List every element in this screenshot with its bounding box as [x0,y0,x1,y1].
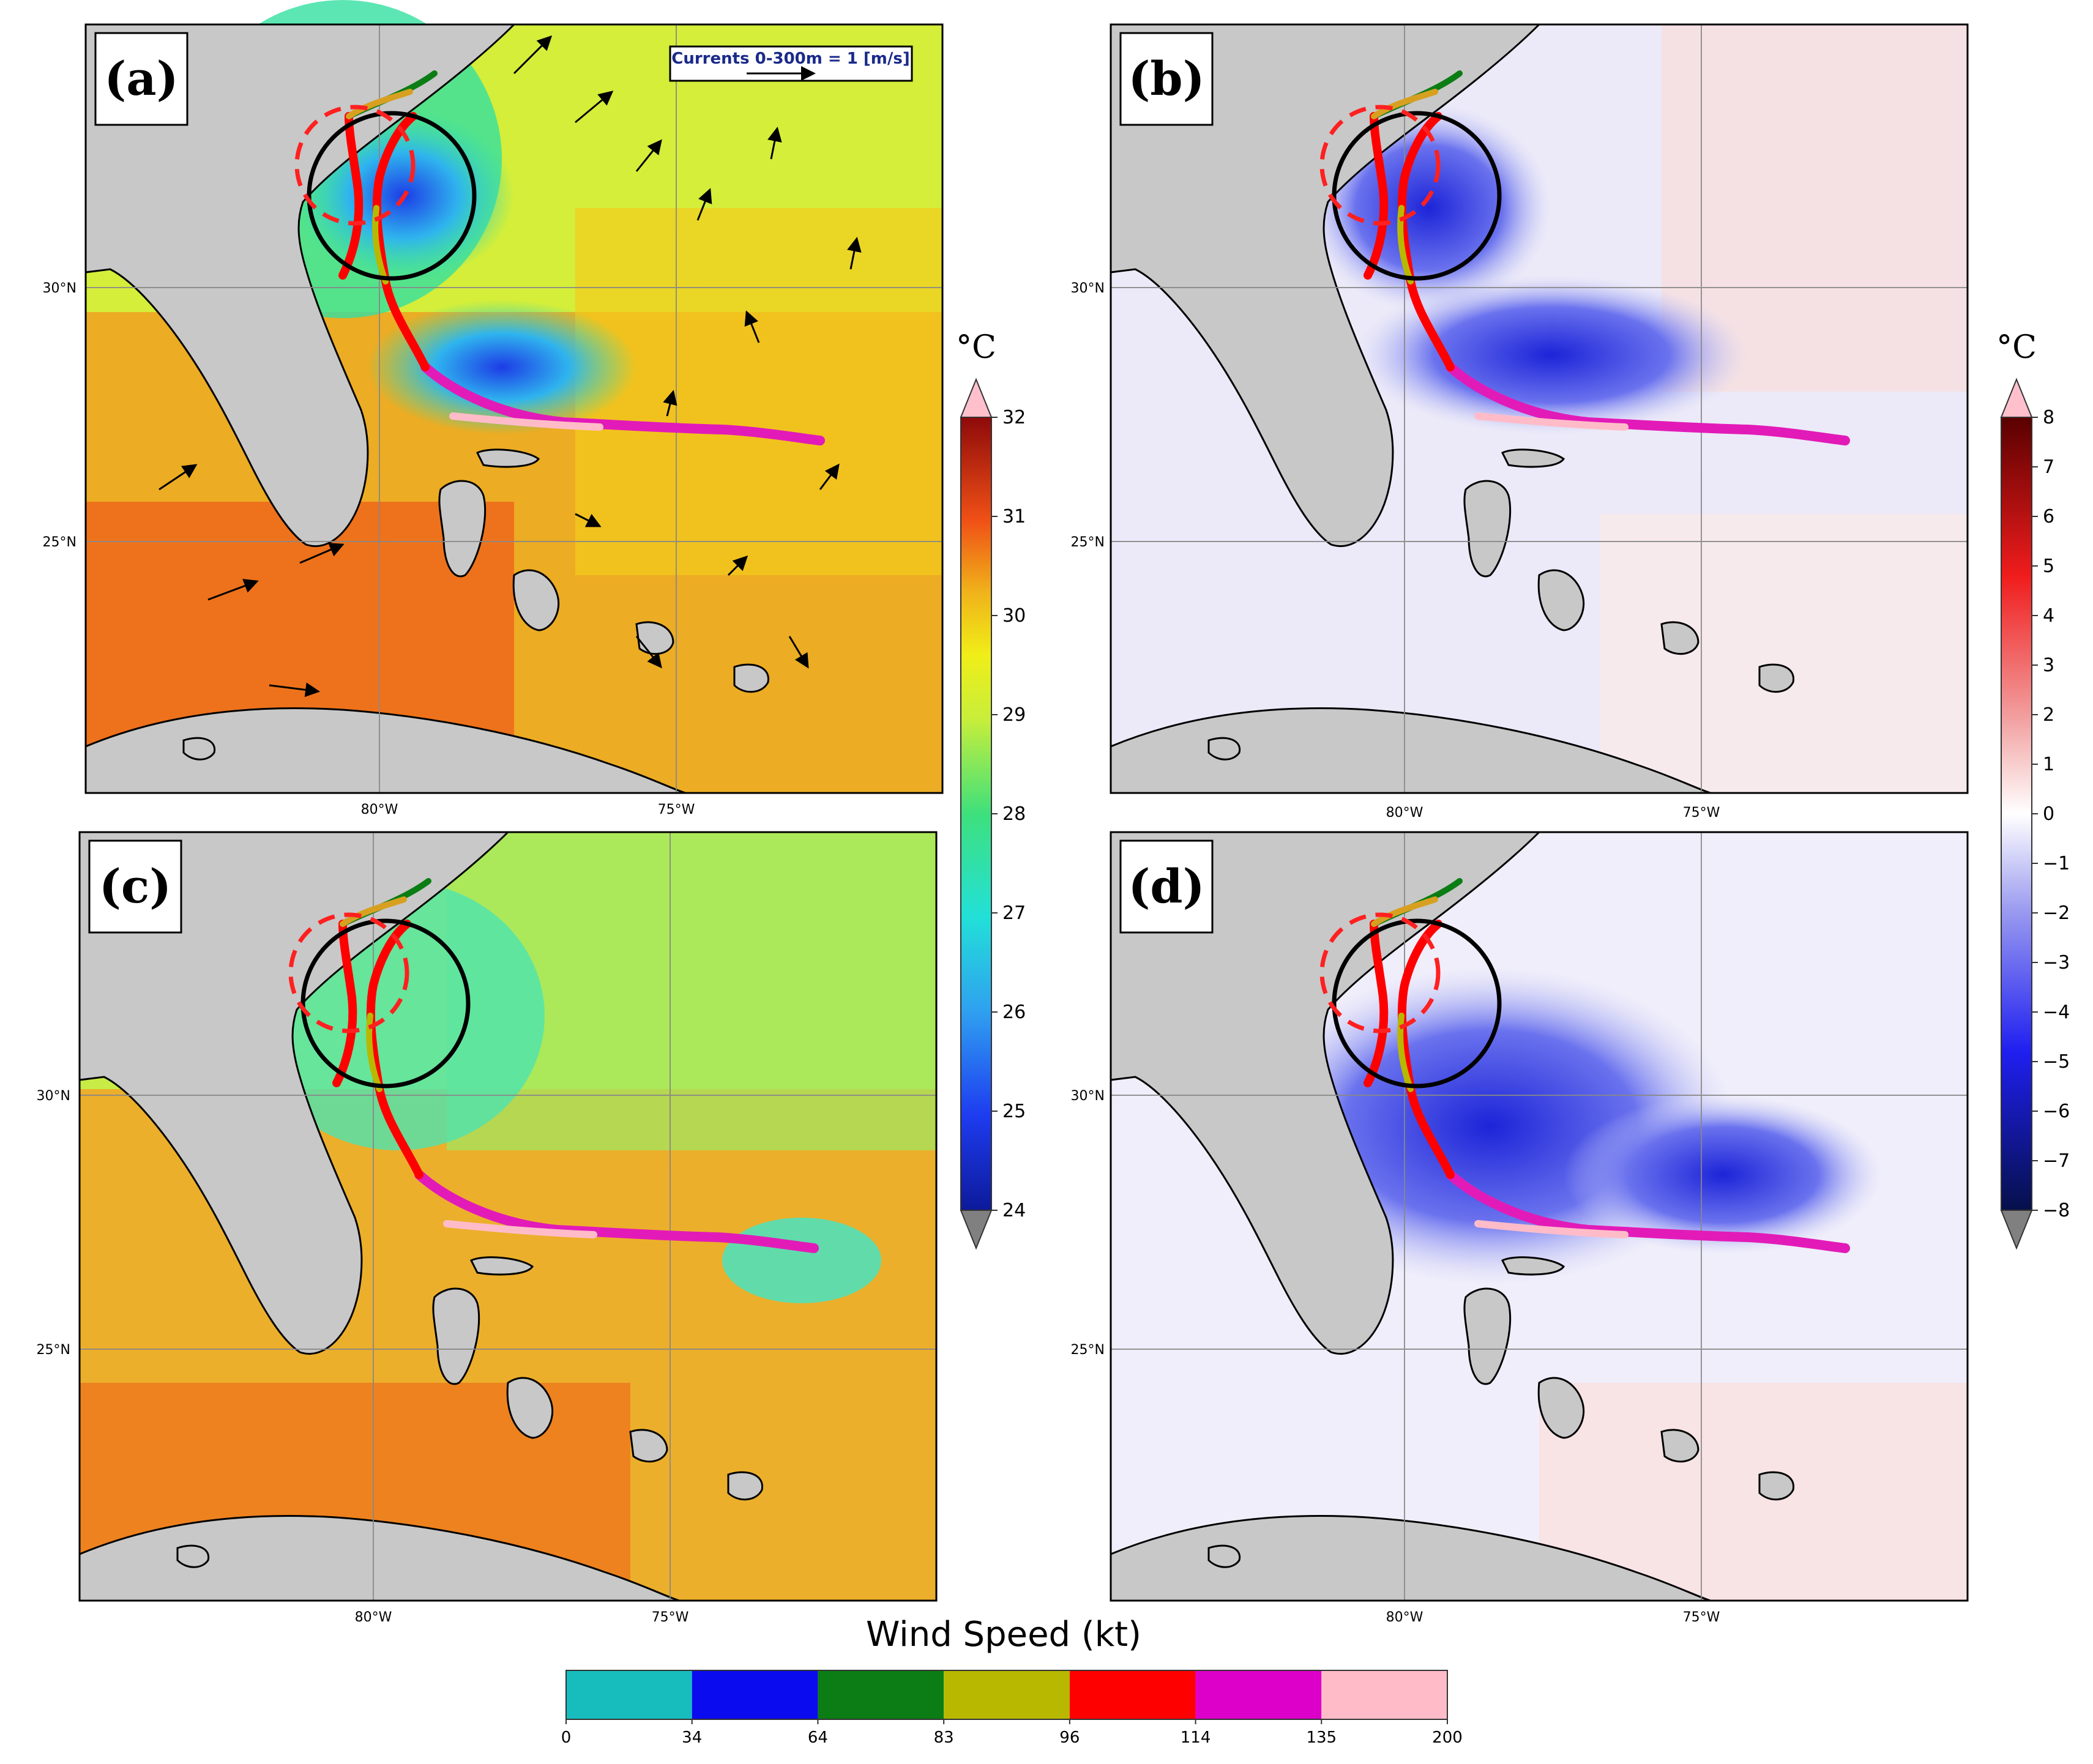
sst-tick-label: 27 [1002,902,1026,924]
anomaly-tick-label: −1 [2043,853,2070,874]
wind-tick-label: 34 [682,1729,702,1747]
panel-b-label: (b) [1128,51,1204,106]
panel-c-label: (c) [99,859,171,914]
lat-tick-a-2: 25°N [43,535,76,550]
panel-b: (b) [1110,23,1969,794]
panel-a-label: (a) [104,51,178,106]
sst-tick-label: 28 [1002,803,1026,825]
wind-colorbar-segment [566,1670,692,1719]
lon-tick-b-2: 75°W [1683,805,1720,821]
wind-colorbar-segment [692,1670,818,1719]
wind-colorbar-frame [565,1670,1448,1720]
lon-tick-c-1: 80°W [355,1610,392,1625]
wind-colorbar-segments [566,1670,1447,1719]
lat-tick-c-2: 25°N [37,1342,70,1358]
anomaly-tick-label: 8 [2043,407,2054,428]
current-vectors [159,35,862,698]
axis-labels: 80°W 75°W 30°N 25°N 80°W 75°W 30°N 25°N … [37,281,1720,1625]
sst-colorbar-ticks: 24 25 26 27 28 29 30 31 32 [991,407,1026,1221]
wind-tick-label: 200 [1432,1729,1463,1747]
anomaly-colorbar: °C 8 7 6 5 4 3 2 1 0 −1 −2 −3 −4 −5 −6 −7 −8 [1996,329,2070,1250]
sst-tick-label: 32 [1002,407,1026,428]
wind-tick-label: 135 [1306,1729,1337,1747]
wind-tick-label: 0 [561,1729,572,1747]
wind-colorbar-segment [818,1670,944,1719]
wind-tick-label: 83 [934,1729,954,1747]
wind-colorbar-ticks: 0 34 64 83 96 114 135 200 [561,1719,1463,1747]
anomaly-tick-label: 2 [2043,704,2054,726]
sst-tick-label: 24 [1002,1200,1026,1221]
anomaly-tick-label: 6 [2043,506,2054,527]
lon-tick-d-1: 80°W [1386,1610,1423,1625]
wind-colorbar-segment [1195,1670,1322,1719]
lat-tick-a-1: 30°N [43,281,76,296]
anomaly-tick-label: −6 [2043,1101,2070,1122]
lon-tick-c-2: 75°W [652,1610,689,1625]
sst-colorbar-unit: °C [956,329,996,366]
anomaly-colorbar-max-arrow [2000,378,2033,418]
anomaly-tick-label: 5 [2043,556,2054,577]
wind-tick-label: 64 [808,1729,828,1747]
anomaly-tick-label: 4 [2043,605,2054,627]
lat-tick-d-2: 25°N [1071,1342,1105,1358]
lon-tick-a-1: 80°W [361,802,398,817]
lon-tick-b-1: 80°W [1386,805,1423,821]
sst-colorbar-max-arrow [960,378,993,418]
wind-colorbar-segment [944,1670,1070,1719]
panel-c: (c) [78,831,938,1602]
anomaly-tick-label: −8 [2043,1200,2070,1221]
lon-tick-d-2: 75°W [1683,1610,1720,1625]
lat-tick-c-1: 30°N [37,1089,70,1104]
anomaly-tick-label: 1 [2043,754,2054,775]
anomaly-tick-label: 0 [2043,803,2054,825]
panel-a: (a) Currents 0-300m = 1 [m/s] [84,0,944,794]
anomaly-tick-label: −3 [2043,952,2070,973]
wind-colorbar-segment [1069,1670,1196,1719]
wind-colorbar-segment [1321,1670,1447,1719]
lat-tick-b-1: 30°N [1071,281,1105,296]
sst-tick-label: 29 [1002,704,1026,726]
anomaly-colorbar-ticks: 8 7 6 5 4 3 2 1 0 −1 −2 −3 −4 −5 −6 −7 −8 [2032,407,2070,1221]
wind-tick-label: 114 [1181,1729,1211,1747]
sst-tick-label: 26 [1002,1002,1026,1023]
sst-colorbar-min-arrow [960,1210,993,1250]
wind-colorbar-title: Wind Speed (kt) [866,1615,1141,1654]
wind-colorbar: Wind Speed (kt) 0 34 64 83 96 114 135 200 [561,1615,1463,1747]
anomaly-colorbar-min-arrow [2000,1210,2033,1250]
current-scale-legend: Currents 0-300m = 1 [m/s] [669,45,913,82]
anomaly-tick-label: 3 [2043,655,2054,676]
sst-colorbar: °C 24 25 26 27 28 29 30 31 32 [956,329,1026,1250]
anomaly-colorbar-bar [2001,417,2032,1211]
anomaly-tick-label: −2 [2043,902,2070,924]
anomaly-tick-label: −4 [2043,1002,2070,1023]
sst-tick-label: 30 [1002,605,1026,627]
panel-d: (d) [1110,831,1969,1602]
anomaly-tick-label: 7 [2043,456,2054,478]
lat-tick-b-2: 25°N [1071,535,1105,550]
wind-tick-label: 96 [1059,1729,1080,1747]
panel-d-label: (d) [1128,859,1204,914]
anomaly-colorbar-unit: °C [1996,329,2037,366]
sst-tick-label: 31 [1002,506,1026,527]
sst-tick-label: 25 [1002,1101,1026,1122]
lon-tick-a-2: 75°W [658,802,695,817]
anomaly-tick-label: −5 [2043,1051,2070,1073]
current-scale-text: Currents 0-300m = 1 [m/s] [671,50,909,68]
sst-colorbar-bar [960,417,992,1211]
anomaly-tick-label: −7 [2043,1150,2070,1172]
lat-tick-d-1: 30°N [1071,1089,1105,1104]
